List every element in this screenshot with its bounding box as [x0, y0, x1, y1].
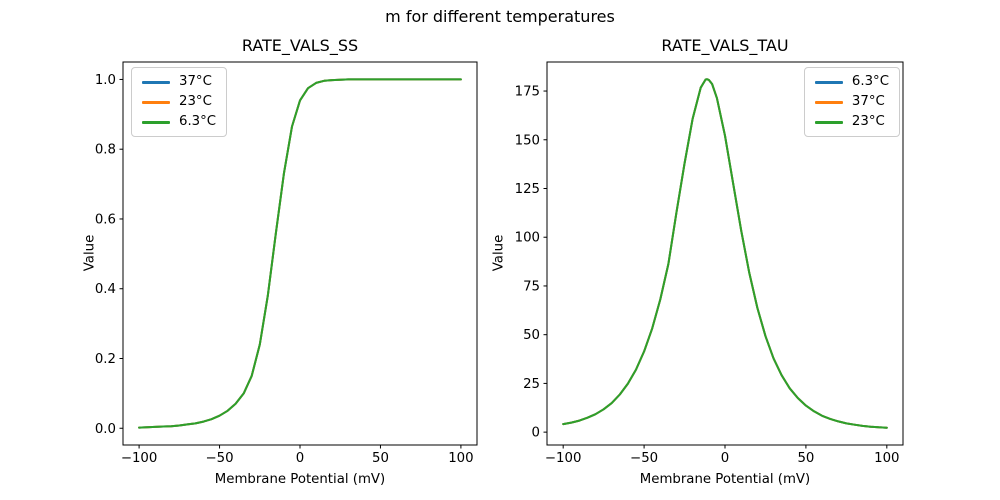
legend-label: 6.3°C — [179, 114, 217, 129]
x-tick-label: −100 — [545, 451, 582, 466]
legend-line-swatch-green — [814, 120, 843, 124]
x-tick-label: 50 — [372, 451, 389, 466]
y-tick-label: 1.0 — [95, 73, 116, 88]
series-line-2 — [562, 78, 888, 429]
y-tick-label: 25 — [523, 377, 540, 392]
y-tick-label: 0.2 — [95, 352, 116, 367]
legend-item: 6.3°C — [814, 74, 889, 90]
axes-frame — [546, 61, 904, 446]
legend-item: 6.3°C — [142, 114, 216, 130]
y-tick-label: 150 — [515, 133, 540, 148]
x-tick-label: −50 — [630, 451, 658, 466]
legend-line-swatch-orange — [142, 100, 170, 104]
right-plot-legend: 6.3°C 37°C 23°C — [803, 67, 900, 137]
y-tick-label: 0.8 — [95, 143, 116, 158]
left-plot-title: RATE_VALS_SS — [241, 36, 359, 55]
left-plot-legend: 37°C 23°C 6.3°C — [131, 67, 228, 137]
legend-line-swatch-green — [142, 120, 170, 124]
legend-item: 23°C — [142, 94, 216, 110]
x-tick-label: 100 — [874, 451, 899, 466]
figure-suptitle: m for different temperatures — [385, 7, 615, 26]
x-tick-label: 100 — [448, 451, 473, 466]
y-tick-label: 100 — [515, 231, 540, 246]
right-plot-title: RATE_VALS_TAU — [661, 36, 789, 55]
y-tick-label: 0 — [532, 426, 540, 441]
y-tick-label: 175 — [515, 85, 540, 100]
legend-item: 37°C — [814, 94, 889, 110]
y-tick-label: 0.0 — [95, 422, 116, 437]
legend-label: 37°C — [851, 94, 885, 109]
legend-line-swatch-blue — [142, 80, 170, 84]
x-tick-label: −50 — [206, 451, 234, 466]
x-tick-label: 50 — [797, 451, 814, 466]
x-tick-label: 0 — [296, 451, 304, 466]
legend-line-swatch-orange — [814, 100, 843, 104]
y-tick-label: 75 — [523, 279, 540, 294]
y-tick-label: 50 — [523, 328, 540, 343]
right-plot-ylabel: Value — [491, 234, 507, 272]
y-tick-label: 125 — [515, 182, 540, 197]
legend-line-swatch-blue — [814, 80, 843, 84]
y-tick-label: 0.4 — [95, 282, 116, 297]
legend-label: 37°C — [179, 74, 212, 89]
axes-frame — [122, 61, 478, 446]
legend-label: 23°C — [851, 114, 885, 129]
series-line-2 — [138, 78, 462, 429]
left-plot-ylabel: Value — [82, 234, 98, 272]
left-plot-xlabel: Membrane Potential (mV) — [214, 472, 386, 487]
x-tick-label: −100 — [121, 451, 158, 466]
legend-label: 6.3°C — [851, 74, 889, 89]
x-tick-label: 0 — [721, 451, 729, 466]
legend-item: 37°C — [142, 74, 216, 90]
legend-item: 23°C — [814, 114, 889, 130]
y-tick-label: 0.6 — [95, 212, 116, 227]
legend-label: 23°C — [179, 94, 212, 109]
right-plot-xlabel: Membrane Potential (mV) — [639, 472, 811, 487]
